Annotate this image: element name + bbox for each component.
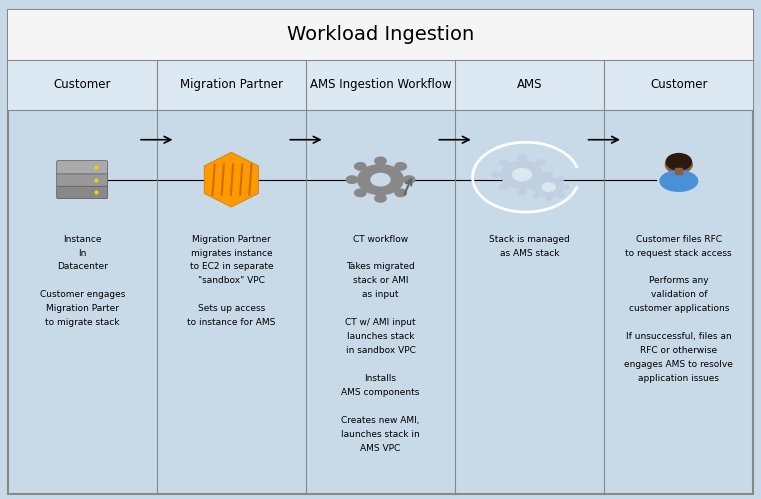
Text: AMS components: AMS components (342, 388, 419, 397)
Text: Instance: Instance (63, 235, 101, 244)
Circle shape (536, 184, 545, 190)
Text: Datacenter: Datacenter (57, 262, 107, 271)
Circle shape (346, 176, 358, 184)
Bar (8, 10, 753, 60)
Text: to migrate stack: to migrate stack (45, 318, 119, 327)
Text: Customer: Customer (650, 78, 708, 91)
Text: AMS Ingestion Workflow: AMS Ingestion Workflow (310, 78, 451, 91)
Circle shape (371, 174, 390, 186)
Circle shape (375, 195, 386, 202)
Circle shape (559, 177, 565, 181)
Text: Performs any: Performs any (649, 276, 708, 285)
Text: AMS: AMS (517, 78, 543, 91)
Circle shape (533, 194, 539, 198)
Bar (676, 168, 682, 174)
Circle shape (546, 173, 552, 177)
Text: If unsuccessful, files an: If unsuccessful, files an (626, 332, 731, 341)
Text: CT w/ AMI input: CT w/ AMI input (345, 318, 416, 327)
Text: Migration Partner: Migration Partner (180, 78, 283, 91)
Text: Takes migrated: Takes migrated (346, 262, 415, 271)
Text: as input: as input (362, 290, 399, 299)
Circle shape (501, 161, 543, 189)
Circle shape (355, 189, 366, 197)
Text: In: In (78, 249, 87, 257)
FancyBboxPatch shape (56, 186, 108, 199)
Text: customer applications: customer applications (629, 304, 729, 313)
Text: as AMS stack: as AMS stack (500, 249, 559, 257)
Text: Customer: Customer (53, 78, 111, 91)
Text: "sandbox" VPC: "sandbox" VPC (198, 276, 265, 285)
FancyBboxPatch shape (56, 173, 108, 186)
Circle shape (499, 184, 508, 190)
Circle shape (559, 194, 565, 198)
Text: Migration Partner: Migration Partner (192, 235, 271, 244)
Circle shape (527, 185, 533, 189)
Text: Installs: Installs (365, 374, 396, 383)
Text: to instance for AMS: to instance for AMS (187, 318, 275, 327)
FancyBboxPatch shape (56, 161, 108, 174)
Circle shape (667, 154, 692, 170)
Circle shape (534, 178, 563, 197)
Circle shape (492, 172, 501, 178)
Polygon shape (204, 152, 259, 207)
Circle shape (403, 176, 415, 184)
Text: Migration Parter: Migration Parter (46, 304, 119, 313)
Circle shape (355, 163, 366, 170)
Text: launches stack: launches stack (347, 332, 414, 341)
Bar (8, 60, 753, 110)
Circle shape (395, 189, 406, 197)
Text: application issues: application issues (638, 374, 719, 383)
Text: engages AMS to resolve: engages AMS to resolve (624, 360, 734, 369)
Text: in sandbox VPC: in sandbox VPC (345, 346, 416, 355)
Text: Customer engages: Customer engages (40, 290, 125, 299)
Circle shape (543, 172, 552, 178)
Text: migrates instance: migrates instance (190, 249, 272, 257)
Text: Sets up access: Sets up access (198, 304, 265, 313)
Text: CT workflow: CT workflow (353, 235, 408, 244)
Text: Creates new AMI,: Creates new AMI, (341, 416, 420, 425)
Circle shape (546, 197, 552, 201)
Circle shape (375, 157, 386, 165)
Text: Workload Ingestion: Workload Ingestion (287, 25, 474, 44)
Text: stack or AMI: stack or AMI (353, 276, 408, 285)
Circle shape (513, 169, 531, 181)
Ellipse shape (660, 171, 698, 191)
Text: Customer files RFC: Customer files RFC (635, 235, 722, 244)
Circle shape (499, 160, 508, 166)
Text: to EC2 in separate: to EC2 in separate (189, 262, 273, 271)
Text: validation of: validation of (651, 290, 707, 299)
Text: launches stack in: launches stack in (341, 430, 420, 439)
Circle shape (358, 165, 403, 195)
Text: AMS VPC: AMS VPC (361, 444, 400, 453)
Circle shape (536, 160, 545, 166)
Text: Stack is managed: Stack is managed (489, 235, 570, 244)
Circle shape (564, 185, 570, 189)
Circle shape (395, 163, 406, 170)
Text: to request stack access: to request stack access (626, 249, 732, 257)
Circle shape (517, 155, 527, 161)
Circle shape (533, 177, 539, 181)
Text: RFC or otherwise: RFC or otherwise (640, 346, 718, 355)
Circle shape (542, 183, 556, 192)
Circle shape (665, 156, 693, 173)
Circle shape (517, 189, 527, 195)
